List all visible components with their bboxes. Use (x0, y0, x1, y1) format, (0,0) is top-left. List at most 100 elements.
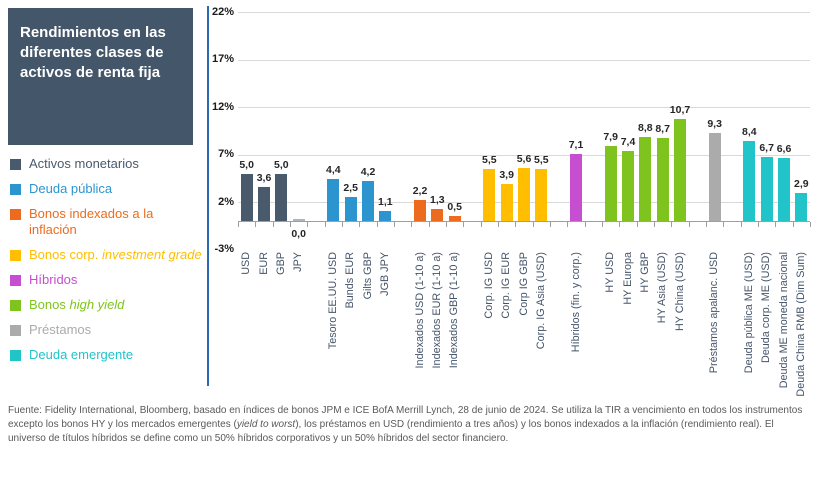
legend-swatch-icon (10, 350, 21, 361)
chart-bar (518, 167, 530, 221)
category-label: JPY (292, 252, 305, 272)
legend-label: Bonos indexados a la inflación (29, 206, 154, 237)
chart-bar (760, 157, 773, 221)
chart-bar (483, 168, 496, 221)
category-label: EUR (257, 252, 270, 275)
category-label-box: Deuda ME moneda nacional (775, 252, 792, 397)
y-axis-tick-label: 2% (218, 195, 234, 208)
chart-bar (344, 197, 357, 221)
x-axis-tick (532, 222, 534, 227)
bar-value-label: 5,6 (516, 152, 532, 165)
legend-item: Deuda emergente (10, 347, 202, 363)
x-axis-tick (498, 222, 499, 227)
x-axis-tick (342, 222, 343, 227)
chart-bar (535, 168, 548, 221)
category-label: Gilts GBP (361, 252, 374, 300)
x-axis-tick (515, 222, 517, 227)
legend-swatch-icon (10, 209, 21, 220)
x-axis-line (238, 221, 810, 222)
category-label-box: Deuda corp. ME (USD) (758, 252, 775, 397)
y-axis-tick-label: 7% (218, 148, 234, 160)
x-axis-tick (688, 222, 690, 227)
legend-label: Deuda pública (29, 181, 113, 196)
legend-label: Híbridos (29, 272, 78, 287)
x-axis-tick (619, 222, 621, 227)
x-axis-tick (411, 222, 413, 227)
gridline (238, 12, 810, 13)
bar-value-label: 8,4 (742, 126, 757, 139)
x-axis-tick (810, 222, 811, 227)
x-axis-tick (446, 222, 447, 227)
category-label-box: Corp. IG USD (481, 252, 498, 397)
gridline (238, 154, 810, 156)
category-label-box: Bunds EUR (342, 252, 359, 397)
category-label: HY USD (604, 252, 617, 293)
bar-value-label: 6,6 (776, 143, 792, 156)
chart-bar (604, 145, 617, 221)
bar-value-label: 4,2 (360, 166, 376, 179)
category-label: Híbridos (fin. y corp.) (569, 252, 582, 353)
category-label-box: Tesoro EE.UU. USD (325, 252, 342, 397)
x-axis-tick (238, 222, 239, 227)
x-axis-tick (602, 222, 603, 227)
x-axis-tick (567, 222, 569, 227)
source-note-text-2: ), los préstamos en USD (rendimiento a t… (8, 418, 774, 444)
chart-title-box: Rendimientos en las diferentes clases de… (8, 8, 193, 145)
category-label: Deuda pública ME (USD) (742, 252, 755, 374)
chart-bar (362, 181, 374, 221)
x-axis-tick (480, 222, 482, 227)
legend-item: Activos monetarios (10, 156, 202, 172)
category-label: Corp IG GBP (517, 252, 530, 316)
x-axis-tick (324, 222, 326, 227)
bar-value-label: 10,7 (669, 104, 691, 117)
bar-value-label: 5,0 (239, 158, 254, 171)
chart-bar (292, 219, 305, 221)
chart-bar (656, 138, 669, 221)
x-axis-tick (723, 222, 725, 227)
legend-label: Activos monetarios (29, 156, 139, 171)
chart-bar (448, 216, 461, 221)
legend-label: Deuda emergente (29, 347, 134, 362)
x-axis-tick (654, 222, 655, 227)
x-axis-tick (792, 222, 794, 227)
bar-value-label: 1,1 (378, 195, 393, 208)
legend-item: Híbridos (10, 272, 202, 288)
chart-bar (275, 173, 288, 221)
vertical-divider (207, 6, 209, 386)
legend-item: Bonos corp. investment grade (10, 247, 202, 263)
bar-value-label: 2,9 (794, 178, 809, 191)
chart-bar (240, 173, 253, 221)
category-label-box: Préstamos apalanc. USD (706, 252, 723, 397)
legend-label: Bonos corp. investment grade (29, 247, 202, 262)
legend: Activos monetarios Deuda pública Bonos ind… (10, 156, 202, 372)
category-label: Deuda China RMB (Dim Sum) (794, 252, 807, 397)
gridline (238, 107, 810, 108)
chart-bar (674, 119, 686, 221)
bar-value-label: 8,7 (655, 123, 670, 136)
category-label: Indexados USD (1-10 a) (413, 252, 426, 369)
bar-value-label: 6,7 (759, 142, 774, 155)
category-label-box: HY Europa (619, 252, 636, 397)
legend-label: Préstamos (29, 322, 92, 337)
chart-bar (570, 153, 582, 221)
category-label-box: HY GBP (637, 252, 654, 397)
category-label: HY Europa (621, 252, 634, 305)
chart-bar (778, 158, 790, 221)
x-axis-tick (463, 222, 465, 227)
chart-bar (431, 208, 444, 221)
bar-value-label: 4,4 (326, 164, 341, 177)
y-axis-tick-label: 17% (211, 53, 234, 65)
x-axis-tick (255, 222, 257, 227)
chart-bar (743, 141, 756, 221)
chart-bar (258, 186, 270, 221)
bar-value-label: 7,4 (620, 135, 636, 148)
legend-item: Deuda pública (10, 181, 202, 197)
category-label: Tesoro EE.UU. USD (326, 252, 339, 350)
y-axis-tick-label: 12% (211, 100, 234, 113)
x-axis-tick (359, 222, 361, 227)
category-label-box: Corp IG GBP (515, 252, 532, 397)
category-label-box: Híbridos (fin. y corp.) (567, 252, 584, 397)
category-label-box: JGB JPY (377, 252, 394, 397)
y-axis-tick-label: -3% (214, 243, 234, 255)
